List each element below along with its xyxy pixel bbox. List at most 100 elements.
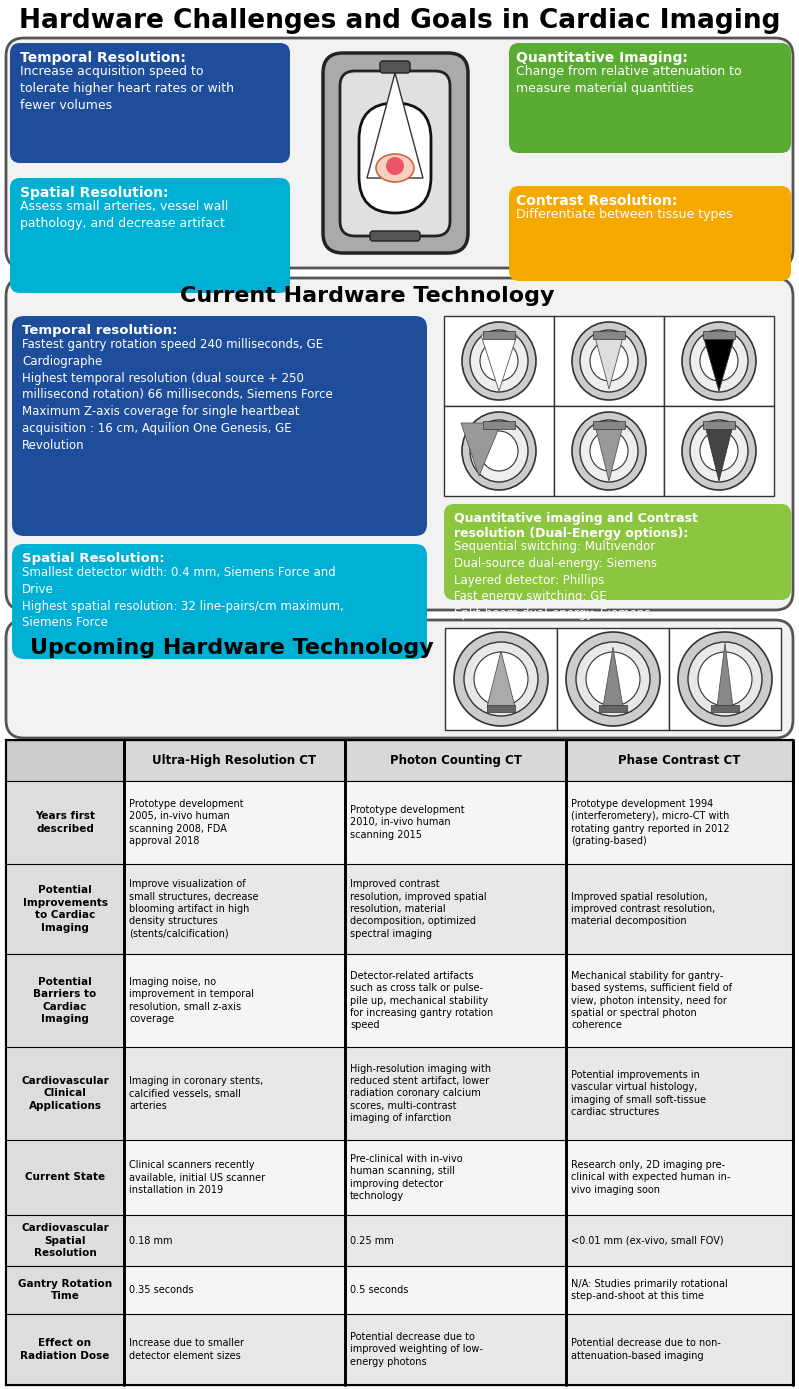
Text: Prototype development 1994
(interferometery), micro-CT with
rotating gantry repo: Prototype development 1994 (interferomet… [571, 799, 729, 846]
Text: Potential decrease due to non-
attenuation-based imaging: Potential decrease due to non- attenuati… [571, 1338, 721, 1361]
Ellipse shape [590, 342, 628, 381]
Bar [593, 331, 625, 339]
Bar [669, 628, 781, 731]
Bar [124, 1215, 345, 1265]
Bar [6, 1140, 124, 1215]
Bar [566, 1215, 793, 1265]
Text: Phase Contrast CT: Phase Contrast CT [618, 754, 741, 767]
Text: Effect on
Radiation Dose: Effect on Radiation Dose [20, 1338, 109, 1361]
Bar [554, 317, 664, 406]
Polygon shape [603, 647, 623, 707]
Bar [599, 706, 627, 713]
Bar [444, 406, 554, 496]
Bar [444, 317, 554, 406]
FancyBboxPatch shape [12, 317, 427, 536]
Text: Photon Counting CT: Photon Counting CT [390, 754, 522, 767]
Text: Research only, 2D imaging pre-
clinical with expected human in-
vivo imaging soo: Research only, 2D imaging pre- clinical … [571, 1160, 730, 1195]
Ellipse shape [590, 431, 628, 471]
Polygon shape [367, 74, 423, 178]
Text: Potential decrease due to
improved weighting of low-
energy photons: Potential decrease due to improved weigh… [350, 1332, 483, 1367]
Text: Ultra-High Resolution CT: Ultra-High Resolution CT [153, 754, 316, 767]
FancyBboxPatch shape [10, 43, 290, 163]
Ellipse shape [700, 342, 738, 381]
Ellipse shape [376, 154, 414, 182]
Circle shape [576, 642, 650, 715]
Bar [566, 1140, 793, 1215]
Ellipse shape [462, 413, 536, 490]
Text: Imaging noise, no
improvement in temporal
resolution, small z-axis
coverage: Imaging noise, no improvement in tempora… [129, 976, 254, 1024]
Text: Detector-related artifacts
such as cross talk or pulse-
pile up, mechanical stab: Detector-related artifacts such as cross… [350, 971, 493, 1031]
Bar [566, 781, 793, 864]
FancyBboxPatch shape [444, 504, 791, 600]
Circle shape [586, 651, 640, 706]
Bar [345, 1265, 566, 1314]
Text: High-resolution imaging with
reduced stent artifact, lower
radiation coronary ca: High-resolution imaging with reduced ste… [350, 1064, 491, 1124]
Bar [483, 421, 515, 429]
Text: Improved contrast
resolution, improved spatial
resolution, material
decompositio: Improved contrast resolution, improved s… [350, 879, 487, 939]
Polygon shape [705, 425, 733, 481]
Text: Temporal resolution:: Temporal resolution: [22, 324, 177, 338]
Text: Current State: Current State [25, 1172, 105, 1182]
Text: Differentiate between tissue types: Differentiate between tissue types [516, 208, 733, 221]
Text: Gantry Rotation
Time: Gantry Rotation Time [18, 1279, 112, 1301]
Polygon shape [703, 335, 735, 390]
Text: Assess small arteries, vessel wall
pathology, and decrease artifact: Assess small arteries, vessel wall patho… [20, 200, 229, 231]
Bar [711, 706, 739, 713]
FancyBboxPatch shape [509, 43, 791, 153]
Bar [124, 781, 345, 864]
Text: Sequential switching: Multivendor
Dual-source dual-energy: Siemens
Layered detec: Sequential switching: Multivendor Dual-s… [454, 540, 657, 621]
Ellipse shape [580, 331, 638, 392]
Bar [124, 1047, 345, 1140]
Bar [124, 1314, 345, 1385]
Ellipse shape [480, 342, 518, 381]
Text: Smallest detector width: 0.4 mm, Siemens Force and
Drive
Highest spatial resolut: Smallest detector width: 0.4 mm, Siemens… [22, 565, 344, 629]
Bar [345, 954, 566, 1047]
Bar [345, 1140, 566, 1215]
Text: <0.01 mm (ex-vivo, small FOV): <0.01 mm (ex-vivo, small FOV) [571, 1235, 724, 1246]
Bar [6, 740, 124, 781]
Bar [593, 421, 625, 429]
Bar [345, 864, 566, 954]
Bar [124, 1140, 345, 1215]
Circle shape [474, 651, 528, 706]
Bar [566, 864, 793, 954]
FancyBboxPatch shape [370, 231, 420, 242]
Text: Cardiovascular
Clinical
Applications: Cardiovascular Clinical Applications [21, 1076, 109, 1111]
Circle shape [454, 632, 548, 726]
Polygon shape [461, 424, 501, 476]
Bar [6, 740, 793, 1385]
Bar [6, 781, 124, 864]
Text: Potential
Barriers to
Cardiac
Imaging: Potential Barriers to Cardiac Imaging [34, 976, 97, 1024]
Text: Current Hardware Technology: Current Hardware Technology [180, 286, 554, 306]
Text: 0.25 mm: 0.25 mm [350, 1235, 394, 1246]
Ellipse shape [480, 431, 518, 471]
Text: Hardware Challenges and Goals in Cardiac Imaging: Hardware Challenges and Goals in Cardiac… [18, 8, 781, 33]
Ellipse shape [470, 331, 528, 392]
FancyBboxPatch shape [12, 544, 427, 658]
Bar [345, 1047, 566, 1140]
FancyBboxPatch shape [10, 178, 290, 293]
Text: Potential improvements in
vascular virtual histology,
imaging of small soft-tiss: Potential improvements in vascular virtu… [571, 1070, 706, 1117]
Bar [6, 864, 124, 954]
Text: Cardiovascular
Spatial
Resolution: Cardiovascular Spatial Resolution [21, 1224, 109, 1258]
FancyBboxPatch shape [6, 38, 793, 268]
Bar [124, 954, 345, 1047]
Circle shape [698, 651, 752, 706]
Bar [566, 740, 793, 781]
FancyBboxPatch shape [340, 71, 450, 236]
FancyBboxPatch shape [6, 278, 793, 610]
Circle shape [386, 157, 404, 175]
Text: Years first
described: Years first described [35, 811, 95, 833]
Ellipse shape [470, 419, 528, 482]
Bar [483, 331, 515, 339]
Bar [557, 628, 669, 731]
Bar [345, 1314, 566, 1385]
Ellipse shape [682, 413, 756, 490]
FancyBboxPatch shape [509, 186, 791, 281]
Text: Imaging in coronary stents,
calcified vessels, small
arteries: Imaging in coronary stents, calcified ve… [129, 1076, 263, 1111]
Circle shape [678, 632, 772, 726]
Text: Contrast Resolution:: Contrast Resolution: [516, 194, 678, 208]
Text: Prototype development
2010, in-vivo human
scanning 2015: Prototype development 2010, in-vivo huma… [350, 806, 465, 840]
FancyBboxPatch shape [6, 619, 793, 738]
Text: Quantitative Imaging:: Quantitative Imaging: [516, 51, 688, 65]
